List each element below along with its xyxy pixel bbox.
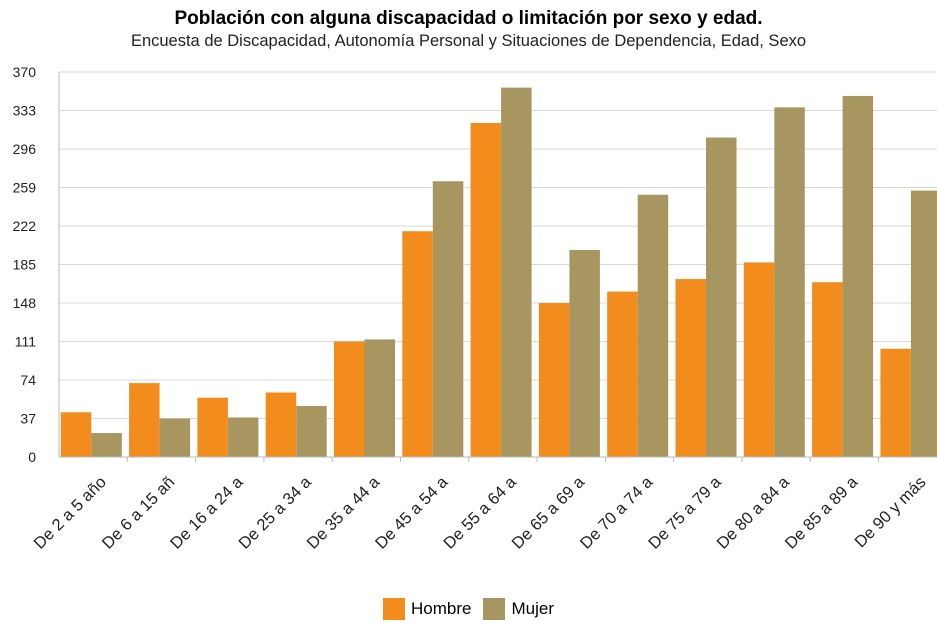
y-tick-label: 296 [13,141,37,157]
bar-hombre[interactable] [880,348,911,457]
legend-label-mujer: Mujer [511,599,554,618]
bar-hombre[interactable] [812,282,843,457]
bar-mujer[interactable] [364,339,396,457]
bar-hombre[interactable] [129,383,160,457]
bar-chart: 0 37 74 111 148 185 222 259 296 333 370 De 2 a 5 añ… [13,64,937,553]
y-tick-label: 222 [13,218,37,234]
x-tick-label: De 85 a 89 a [782,473,862,553]
bar-hombre[interactable] [607,291,638,457]
bar-hombre[interactable] [743,262,775,457]
bar-mujer[interactable] [501,87,532,458]
bar-mujer[interactable] [842,95,874,457]
bar-hombre[interactable] [265,392,297,457]
legend-item-hombre[interactable]: Hombre [383,598,471,620]
chart-legend: Hombre Mujer [0,598,937,620]
bar-mujer[interactable] [569,249,600,457]
bar-mujer[interactable] [159,418,191,458]
legend-item-mujer[interactable]: Mujer [483,598,554,620]
bar-mujer[interactable] [774,107,805,457]
bar-hombre[interactable] [675,279,707,457]
y-tick-label: 74 [20,372,36,388]
y-tick-label: 37 [20,411,36,427]
bar-mujer[interactable] [91,433,122,457]
chart-title: Población con alguna discapacidad o limi… [174,8,763,29]
y-tick-label: 0 [28,449,36,465]
y-tick-label: 370 [13,64,37,80]
y-tick-label: 333 [13,103,37,119]
legend-swatch-hombre [383,598,405,620]
x-tick-label: De 2 a 5 año [30,473,110,553]
bar-mujer[interactable] [637,194,669,457]
bar-hombre[interactable] [60,412,92,457]
y-tick-label: 259 [13,180,37,196]
x-tick-label: De 6 a 15 añ [99,473,179,553]
y-tick-label: 111 [15,334,36,350]
bar-mujer[interactable] [296,406,327,457]
y-tick-label: 185 [13,257,37,273]
y-tick-label: 148 [13,295,37,311]
bar-mujer[interactable] [227,417,259,457]
bar-hombre[interactable] [538,303,570,457]
legend-swatch-mujer [483,598,506,620]
bar-mujer[interactable] [910,190,937,457]
chart-subtitle: Encuesta de Discapacidad, Autonomía Pers… [130,32,807,50]
bar-hombre[interactable] [334,341,365,458]
bar-mujer[interactable] [432,181,464,457]
bar-hombre[interactable] [402,231,433,457]
bar-hombre[interactable] [197,397,228,457]
bar-mujer[interactable] [706,137,737,457]
bar-hombre[interactable] [470,122,502,458]
legend-label-hombre: Hombre [411,599,472,618]
x-tick-label: De 90 y más [851,473,929,551]
